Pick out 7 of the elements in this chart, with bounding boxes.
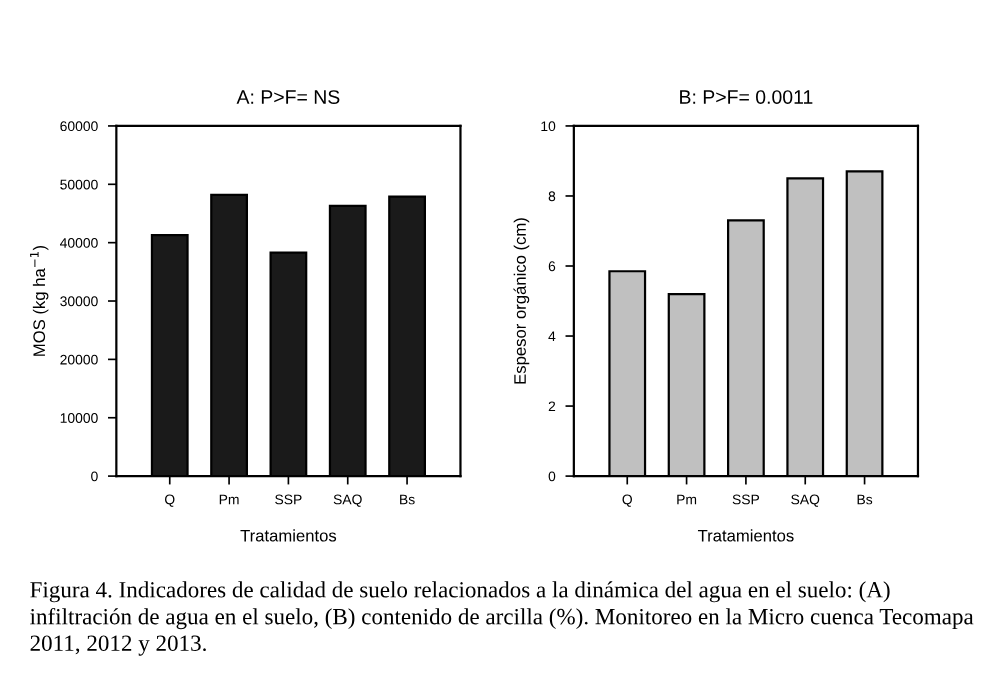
x-axis-title: Tratamientos — [697, 529, 794, 542]
chart-title: B: P>F= 0.0011 — [680, 90, 813, 104]
y-axis-title: MOS (kg ha$^{−1}$) — [30, 245, 49, 356]
x-axis-title: Tratamientos — [240, 529, 337, 542]
y-axis-title: Espesor orgánico (cm) — [513, 218, 530, 384]
chart-title: A: P>F= NS — [236, 90, 340, 104]
text: Figura 4. Indicadores de calidad de suelo relacionados a la dinámica del agua en el suelo: (A) infiltración de agua en el suelo, (B) contenido de arcilla (%). Monitoreo en la Micro cuenca Tecomapa 2011, 2012 y 2013. — [30, 581, 974, 656]
